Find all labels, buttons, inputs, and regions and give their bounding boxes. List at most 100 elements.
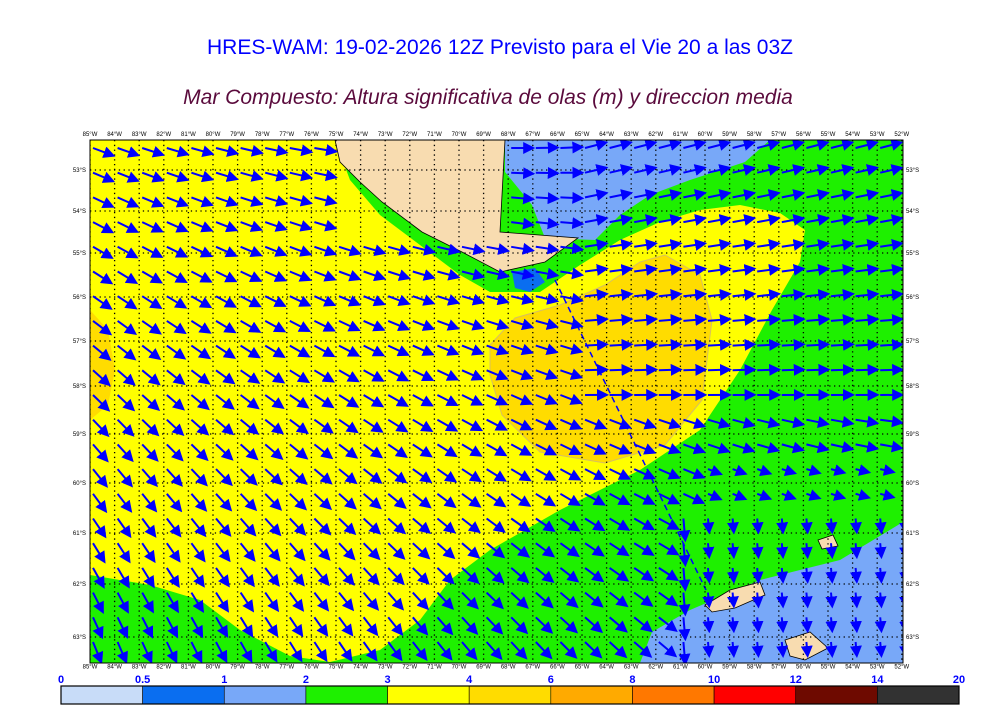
wave-direction-arrow <box>289 169 314 182</box>
wave-direction-arrow <box>609 338 634 351</box>
wave-direction-arrow <box>387 567 405 586</box>
lon-label: 79°W <box>230 132 245 138</box>
wave-direction-arrow <box>633 567 655 582</box>
wave-direction-arrow <box>678 543 691 568</box>
wave-direction-arrow <box>584 567 605 583</box>
lon-label: 57°W <box>771 665 786 671</box>
wave-direction-arrow <box>609 263 634 276</box>
wave-direction-arrow <box>584 443 607 455</box>
wave-direction-arrow <box>609 164 633 176</box>
colorbar-swatch <box>223 685 307 705</box>
wave-direction-arrow <box>732 239 757 251</box>
wave-direction-arrow <box>141 443 159 462</box>
wave-direction-arrow <box>215 220 239 233</box>
wave-direction-arrow <box>165 542 181 563</box>
wave-direction-arrow <box>338 567 355 586</box>
wave-direction-arrow <box>899 596 903 609</box>
wave-direction-arrow <box>485 591 504 610</box>
wave-direction-arrow <box>849 641 862 658</box>
wave-direction-arrow <box>880 363 903 376</box>
wave-direction-arrow <box>338 591 355 612</box>
colorbar-swatch <box>877 685 960 705</box>
wave-direction-arrow <box>905 370 925 371</box>
lat-label: 57°S <box>73 339 86 345</box>
wave-direction-arrow <box>264 542 281 562</box>
wave-direction-arrow <box>559 542 580 558</box>
map-subtitle: Mar Compuesto: Altura significativa de o… <box>183 86 793 109</box>
wave-direction-arrow <box>166 344 187 360</box>
wave-direction-arrow <box>511 192 536 205</box>
wave-direction-arrow <box>535 492 557 507</box>
wave-direction-arrow <box>781 416 806 429</box>
wave-direction-arrow <box>116 567 130 589</box>
wave-direction-arrow <box>92 517 107 539</box>
lon-label: 76°W <box>304 665 319 671</box>
wave-direction-arrow <box>461 268 486 281</box>
wave-direction-arrow <box>116 616 129 639</box>
wave-direction-arrow <box>830 415 855 428</box>
wave-direction-arrow <box>92 221 115 234</box>
wave-direction-arrow <box>387 493 407 509</box>
wave-direction-arrow <box>560 343 584 355</box>
wave-direction-arrow <box>633 517 656 531</box>
wave-direction-arrow <box>387 616 404 636</box>
wave-direction-arrow <box>92 320 113 336</box>
wave-direction-arrow <box>436 443 458 458</box>
wave-direction-arrow <box>92 171 116 183</box>
wave-direction-arrow <box>732 417 756 429</box>
wave-direction-arrow <box>92 270 114 285</box>
wave-direction-arrow <box>141 270 163 284</box>
wave-direction-arrow <box>830 239 855 251</box>
wave-direction-arrow <box>166 196 190 208</box>
wave-direction-arrow <box>436 641 453 661</box>
wave-direction-arrow <box>485 542 506 559</box>
wave-direction-arrow <box>535 468 557 481</box>
lon-label: 61°W <box>673 132 688 138</box>
lon-label: 61°W <box>673 665 688 671</box>
lon-label: 67°W <box>525 132 540 138</box>
wave-direction-arrow <box>436 517 457 534</box>
wave-direction-arrow <box>486 293 510 306</box>
wave-direction-arrow <box>806 239 831 251</box>
wave-direction-arrow <box>806 464 822 476</box>
wave-direction-arrow <box>830 489 847 501</box>
wave-direction-arrow <box>412 567 430 585</box>
wave-direction-arrow <box>436 394 459 407</box>
wave-direction-arrow <box>609 189 634 201</box>
wave-direction-arrow <box>702 592 715 609</box>
wave-direction-arrow <box>436 542 456 560</box>
wave-direction-arrow <box>362 493 382 510</box>
wave-direction-arrow <box>141 567 155 589</box>
wave-direction-arrow <box>412 344 435 356</box>
wave-direction-arrow <box>535 318 559 330</box>
lat-label: 55°S <box>73 251 86 257</box>
wave-direction-arrow <box>658 517 680 530</box>
lon-label: 84°W <box>107 665 122 671</box>
map-title: HRES-WAM: 19-02-2026 12Z Previsto para e… <box>207 36 793 59</box>
wave-direction-arrow <box>461 243 486 256</box>
wave-direction-arrow <box>166 517 182 538</box>
wave-direction-arrow <box>658 542 680 556</box>
wave-direction-arrow <box>190 443 209 462</box>
wave-direction-arrow <box>485 641 503 660</box>
wave-direction-arrow <box>707 464 723 477</box>
map-frame <box>89 139 904 664</box>
wave-direction-arrow <box>678 518 691 543</box>
wave-direction-arrow <box>732 489 748 501</box>
wave-direction-arrow <box>584 239 609 251</box>
wave-direction-arrow <box>756 140 781 151</box>
wave-direction-arrow <box>633 542 655 556</box>
wave-direction-arrow <box>825 518 838 535</box>
wave-direction-arrow <box>781 338 806 351</box>
wave-direction-arrow <box>683 214 708 226</box>
wave-direction-arrow <box>535 368 559 381</box>
wave-direction-arrow <box>166 171 190 183</box>
wave-direction-arrow <box>412 493 432 509</box>
wave-direction-arrow <box>240 270 263 283</box>
wave-direction-arrow <box>707 338 732 351</box>
wave-direction-arrow <box>584 418 608 430</box>
lon-label: 63°W <box>624 665 639 671</box>
wave-direction-arrow <box>461 443 483 457</box>
lon-label: 59°W <box>722 132 737 138</box>
wave-direction-arrow <box>707 417 732 429</box>
